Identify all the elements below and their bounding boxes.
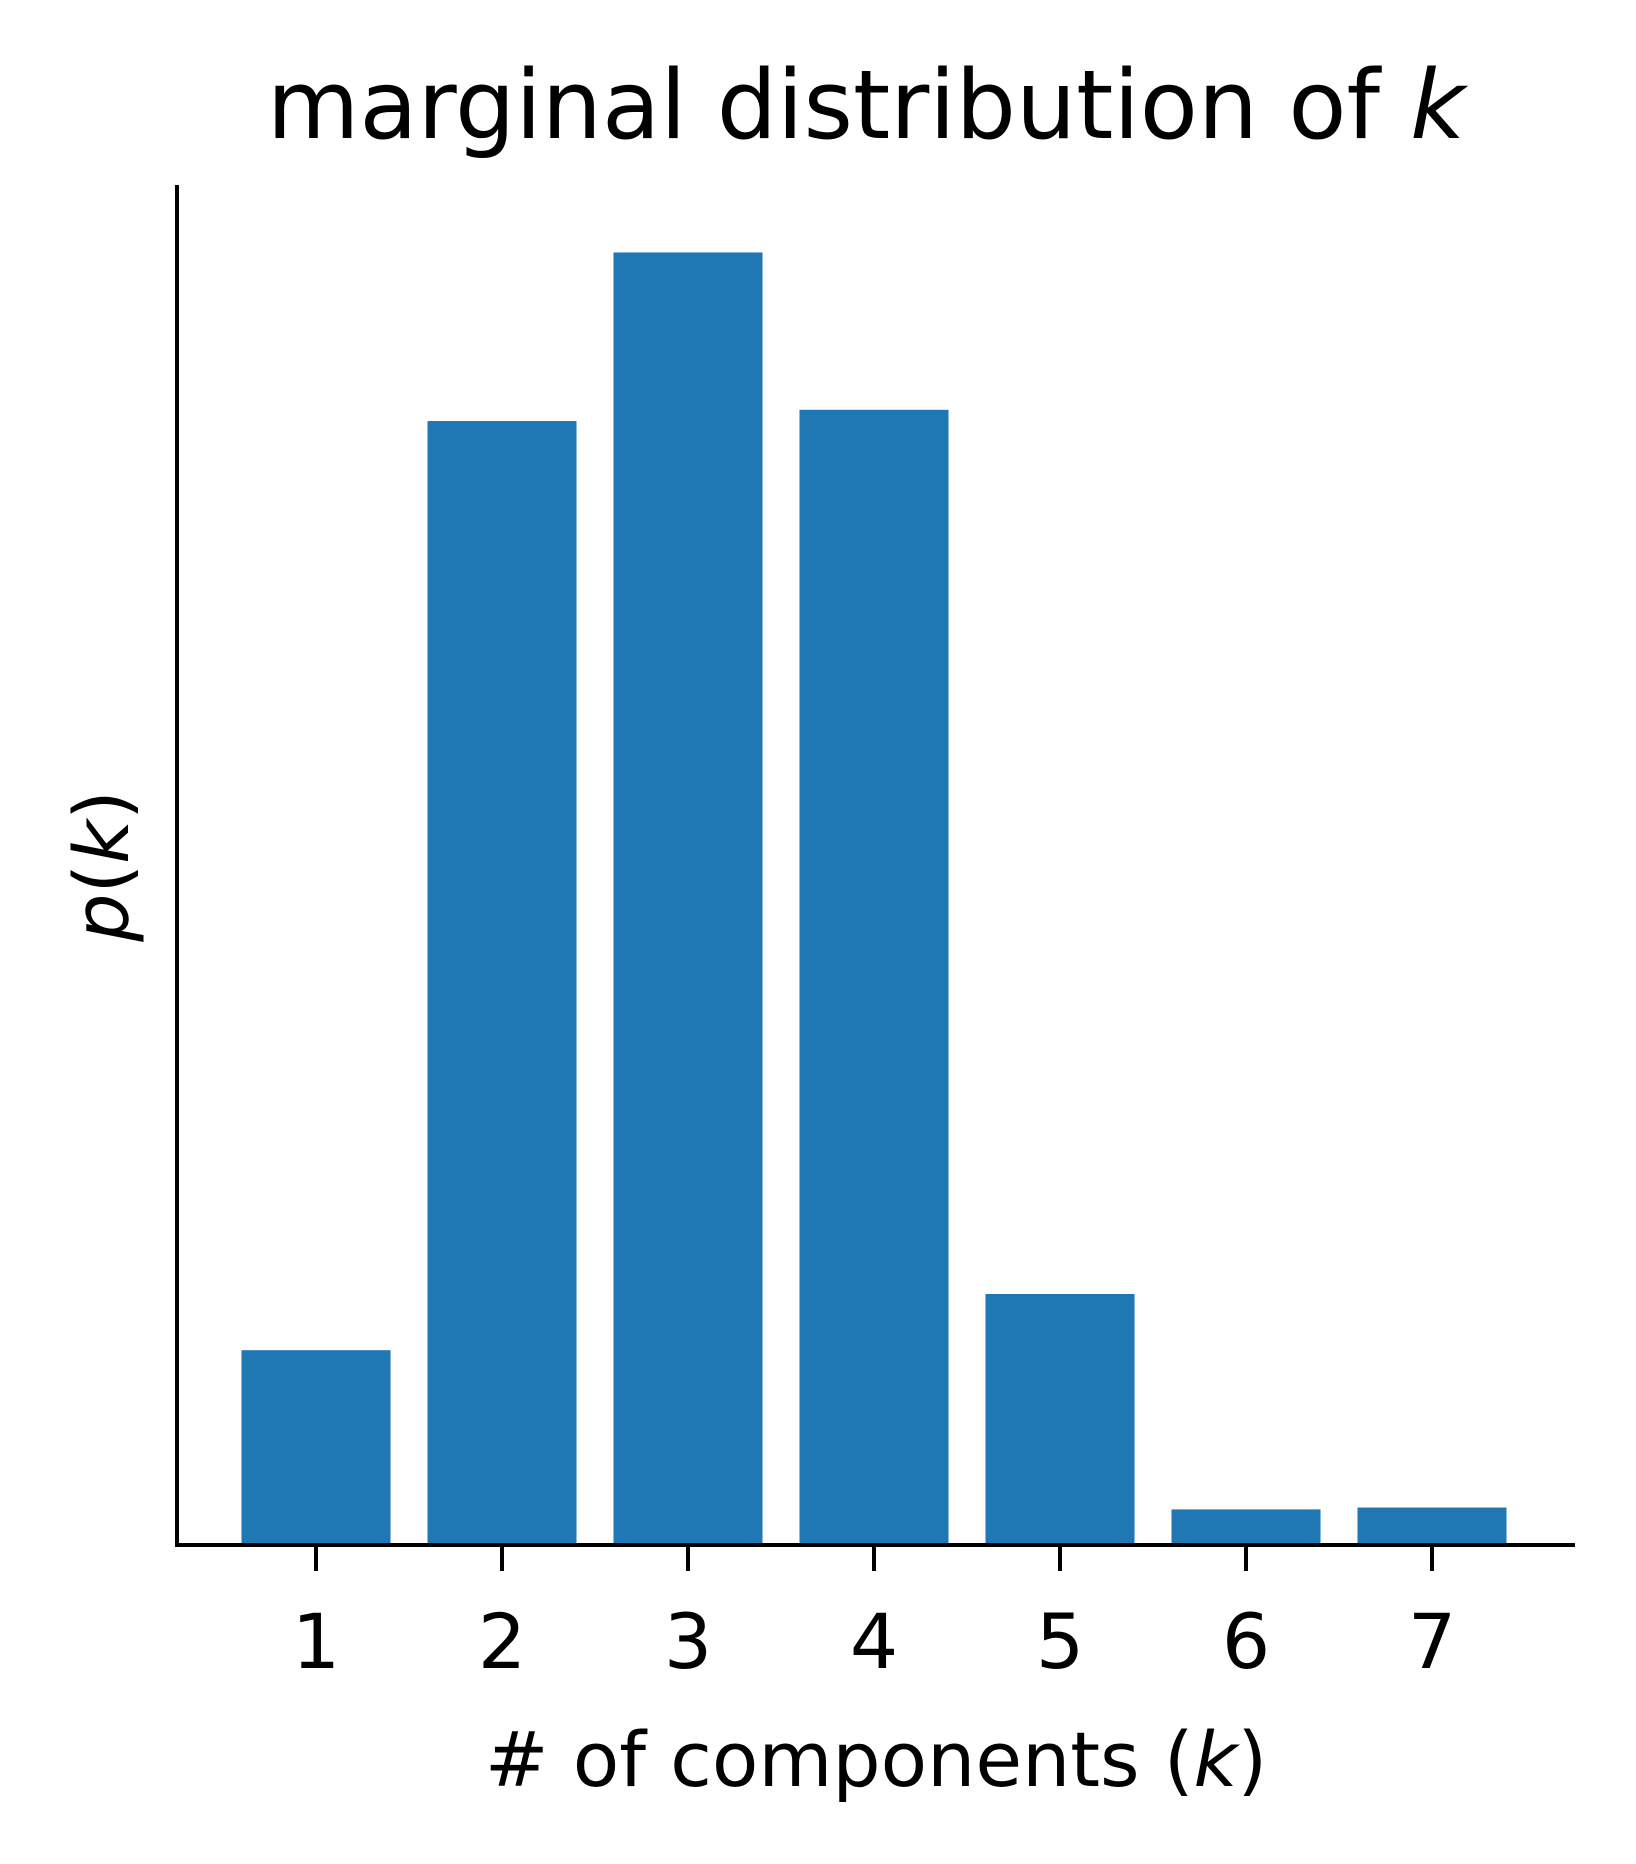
y-axis-label-open: ( [57,864,146,894]
bar-6 [1171,1509,1321,1545]
bar-2 [427,421,577,1545]
x-axis-label-text: # of components ( [485,1715,1194,1804]
bars [241,252,1507,1546]
x-tick-label-6: 6 [1222,1597,1270,1686]
x-axis-label-variable: k [1193,1715,1240,1804]
bar-3 [613,252,763,1546]
chart-title-variable: k [1410,51,1469,161]
bar-7 [1357,1507,1507,1545]
bar-4 [799,409,949,1545]
x-tick-label-7: 7 [1408,1597,1456,1686]
y-axis-label-close: ) [57,790,146,820]
x-tick-label-2: 2 [478,1597,526,1686]
bar-1 [241,1350,391,1545]
chart-title: marginal distribution of k [267,51,1469,161]
x-tick-label-4: 4 [850,1597,898,1686]
x-tick-label-1: 1 [292,1597,340,1686]
chart-title-text: marginal distribution of [267,51,1410,161]
x-axis-label-close: ) [1237,1715,1267,1804]
x-axis-ticks: 1 2 3 4 5 6 7 [292,1545,1456,1686]
y-axis-label-variable: k [57,817,146,864]
y-axis-label: p(k) [57,790,146,943]
x-axis-label: # of components (k) [485,1715,1267,1804]
x-tick-label-3: 3 [664,1597,712,1686]
x-tick-label-5: 5 [1036,1597,1084,1686]
bar-5 [985,1293,1135,1545]
y-axis-label-function: p [57,894,146,943]
